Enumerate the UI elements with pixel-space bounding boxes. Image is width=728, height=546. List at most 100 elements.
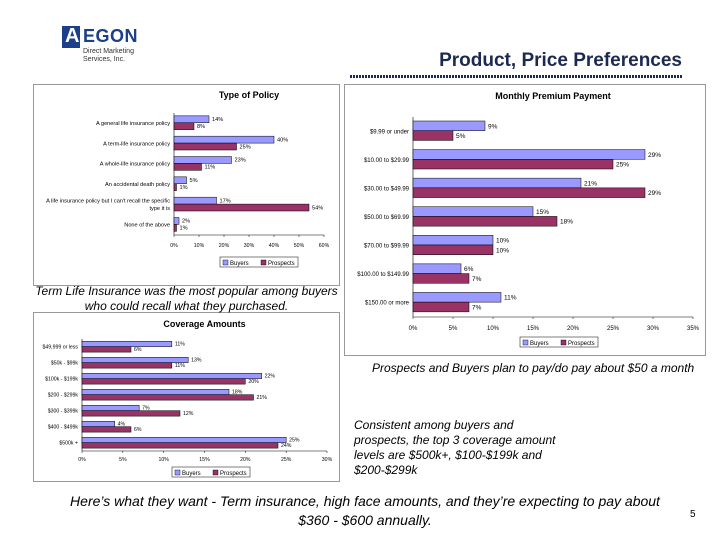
policy-buyers-value-label: 23% (235, 158, 246, 164)
coverage-buyers-bar (81, 436, 287, 443)
coverage-x-tick-label: 0% (78, 457, 86, 463)
policy-prospects-bar (173, 224, 177, 232)
premium-buyers-bar (412, 177, 582, 189)
coverage-prospects-bar (81, 410, 181, 417)
coverage-prospects-bar (81, 394, 254, 401)
coverage-legend-label-prospects: Prospects (220, 471, 247, 477)
page-number: 5 (690, 509, 696, 520)
premium-prospects-value-label: 29% (648, 190, 661, 197)
premium-category-label: $30.00 to $49.99 (364, 186, 410, 192)
policy-prospects-bar (173, 163, 202, 171)
premium-prospects-bar (412, 273, 470, 284)
premium-prospects-bar (412, 301, 470, 313)
premium-prospects-bar (412, 244, 494, 255)
premium-x-tick-label: 30% (647, 326, 660, 332)
policy-legend-label-buyers: Buyers (230, 261, 249, 267)
coverage-legend-swatch-buyers (174, 469, 181, 476)
policy-x-tick-label: 60% (319, 243, 330, 249)
coverage-buyers-bar (81, 340, 173, 347)
policy-chart-title: Type of Policy (219, 90, 279, 100)
coverage-prospects-value-label: 11% (175, 363, 185, 369)
logo-subtitle-line2: Services, Inc. (83, 56, 126, 63)
policy-category-label: None of the above (124, 223, 170, 229)
premium-chart-panel: Monthly Premium Payment $9.99 or under 9% 5… (344, 84, 706, 356)
coverage-chart-title: Coverage Amounts (163, 319, 245, 329)
coverage-prospects-value-label: 6% (134, 347, 142, 353)
coverage-category-label: $500k + (59, 441, 78, 447)
premium-category-label: $70.00 to $99.99 (364, 244, 410, 250)
premium-prospects-value-label: 25% (616, 162, 629, 169)
premium-legend-swatch-prospects (560, 339, 567, 346)
premium-legend-swatch-buyers (522, 339, 529, 346)
slide-title: Product, Price Preferences (439, 50, 682, 71)
policy-category-label: A term-life insurance policy (103, 141, 170, 147)
premium-prospects-value-label: 10% (496, 247, 509, 254)
policy-x-tick-label: 50% (294, 243, 305, 249)
premium-buyers-value-label: 10% (496, 238, 509, 245)
premium-buyers-value-label: 9% (488, 123, 498, 130)
coverage-category-label: $49,999 or less (43, 345, 79, 351)
policy-x-tick-label: 40% (269, 243, 280, 249)
footer-summary: Here’s what they want - Term insurance, … (70, 493, 660, 528)
premium-legend-label-prospects: Prospects (568, 341, 595, 347)
coverage-buyers-value-label: 18% (232, 389, 243, 395)
policy-buyers-bar (173, 156, 232, 164)
premium-prospects-value-label: 18% (560, 219, 573, 226)
coverage-legend: Buyers Prospects (171, 466, 251, 478)
policy-x-tick-label: 30% (244, 243, 255, 249)
policy-category-label: A life insurance policy but I can't reca… (46, 199, 170, 205)
coverage-prospects-value-label: 6% (134, 427, 142, 433)
premium-x-tick-label: 0% (409, 326, 418, 332)
policy-prospects-bar (173, 142, 237, 151)
logo-subtitle-line1: Direct Marketing (83, 48, 134, 55)
coverage-x-tick-label: 5% (119, 457, 127, 463)
premium-x-tick-label: 35% (687, 326, 700, 332)
policy-category-label: type it is (149, 206, 170, 212)
coverage-x-tick-label: 25% (281, 457, 292, 463)
policy-x-tick-label: 20% (219, 243, 230, 249)
premium-buyers-bar (412, 235, 494, 246)
policy-buyers-bar (173, 196, 217, 205)
policy-buyers-bar (173, 217, 180, 225)
policy-buyers-value-label: 5% (190, 178, 198, 184)
premium-buyers-bar (412, 120, 486, 131)
premium-chart: Monthly Premium Payment $9.99 or under 9% 5… (357, 91, 700, 348)
coverage-prospects-bar (81, 442, 279, 449)
premium-category-label: $9.99 or under (370, 129, 409, 135)
coverage-legend-box (171, 466, 251, 478)
premium-prospects-value-label: 7% (472, 304, 482, 311)
coverage-buyers-value-label: 13% (191, 357, 202, 363)
premium-note: Prospects and Buyers plan to pay/do pay … (372, 361, 695, 375)
policy-category-label: An accidental death policy (105, 182, 170, 188)
logo-mark-letter: A (65, 25, 80, 47)
coverage-prospects-value-label: 20% (248, 379, 259, 385)
premium-prospects-bar (412, 159, 614, 170)
policy-buyers-bar (173, 176, 187, 185)
premium-buyers-bar (412, 206, 534, 217)
coverage-prospects-value-label: 12% (183, 411, 194, 417)
policy-prospects-value-label: 54% (312, 205, 323, 211)
logo-subtitle: Direct Marketing Services, Inc. (83, 48, 153, 64)
coverage-chart-panel: Coverage Amounts $49,999 or less 11% 6% $50k… (33, 312, 340, 482)
coverage-prospects-bar (81, 362, 173, 369)
aegon-logo: A EGON Direct Marketing Services, Inc. (62, 24, 152, 70)
policy-prospects-value-label: 8% (197, 124, 205, 130)
premium-buyers-bar (412, 149, 646, 160)
coverage-prospects-bar (81, 426, 132, 433)
premium-category-label: $50.00 to $69.99 (364, 215, 410, 221)
coverage-buyers-value-label: 7% (142, 405, 150, 411)
coverage-buyers-bar (81, 372, 262, 379)
policy-buyers-value-label: 17% (220, 198, 231, 204)
logo-mark (62, 26, 80, 48)
coverage-x-tick-label: 10% (158, 457, 169, 463)
coverage-category-label: $300 - $399k (48, 409, 79, 415)
policy-buyers-bar (173, 135, 275, 144)
policy-prospects-value-label: 1% (180, 185, 188, 191)
coverage-x-tick-label: 20% (240, 457, 251, 463)
premium-buyers-value-label: 29% (648, 152, 661, 159)
policy-legend-swatch-prospects (260, 259, 267, 266)
premium-legend-box (519, 336, 599, 348)
coverage-buyers-bar (81, 420, 115, 427)
coverage-category-label: $400 - $499k (48, 425, 79, 431)
premium-prospects-bar (412, 130, 454, 141)
